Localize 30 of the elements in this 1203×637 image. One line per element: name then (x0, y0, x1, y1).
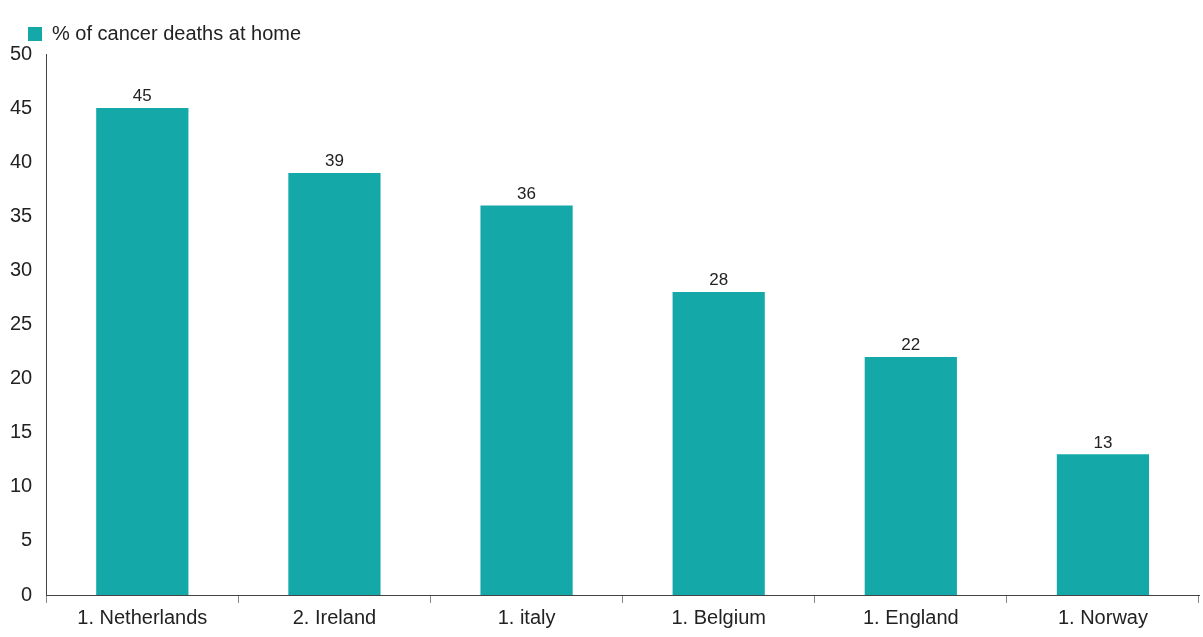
x-tick-label: 1. italy (497, 605, 556, 628)
legend-label: % of cancer deaths at home (52, 21, 302, 44)
y-tick-label: 25 (10, 312, 33, 335)
y-tick-label: 40 (10, 149, 33, 172)
bar (672, 292, 765, 595)
data-label: 28 (709, 270, 729, 290)
x-tick-label: 1. Netherlands (77, 605, 208, 628)
x-tick-label: 2. Ireland (292, 605, 377, 628)
y-tick-label: 0 (21, 582, 33, 605)
data-label: 39 (324, 151, 344, 171)
y-tick-label: 10 (10, 474, 33, 497)
y-tick-label: 45 (10, 95, 33, 118)
x-tick-label: 1. Belgium (671, 605, 766, 628)
bar (480, 205, 573, 595)
bar (96, 108, 189, 595)
y-tick-label: 50 (10, 41, 33, 64)
y-tick-label: 35 (10, 203, 33, 226)
y-tick-label: 15 (10, 420, 33, 443)
bar (864, 356, 957, 595)
x-tick-label: 1. England (862, 605, 959, 628)
y-tick-label: 20 (10, 366, 33, 389)
data-label: 22 (901, 335, 921, 355)
y-tick-label: 30 (10, 257, 33, 280)
data-label: 45 (132, 86, 152, 106)
bar (288, 173, 381, 595)
data-label: 13 (1093, 432, 1113, 452)
data-label: 36 (517, 183, 537, 203)
x-tick-label: 1. Norway (1057, 605, 1148, 628)
bar (1056, 454, 1150, 595)
y-tick-label: 5 (21, 528, 33, 551)
